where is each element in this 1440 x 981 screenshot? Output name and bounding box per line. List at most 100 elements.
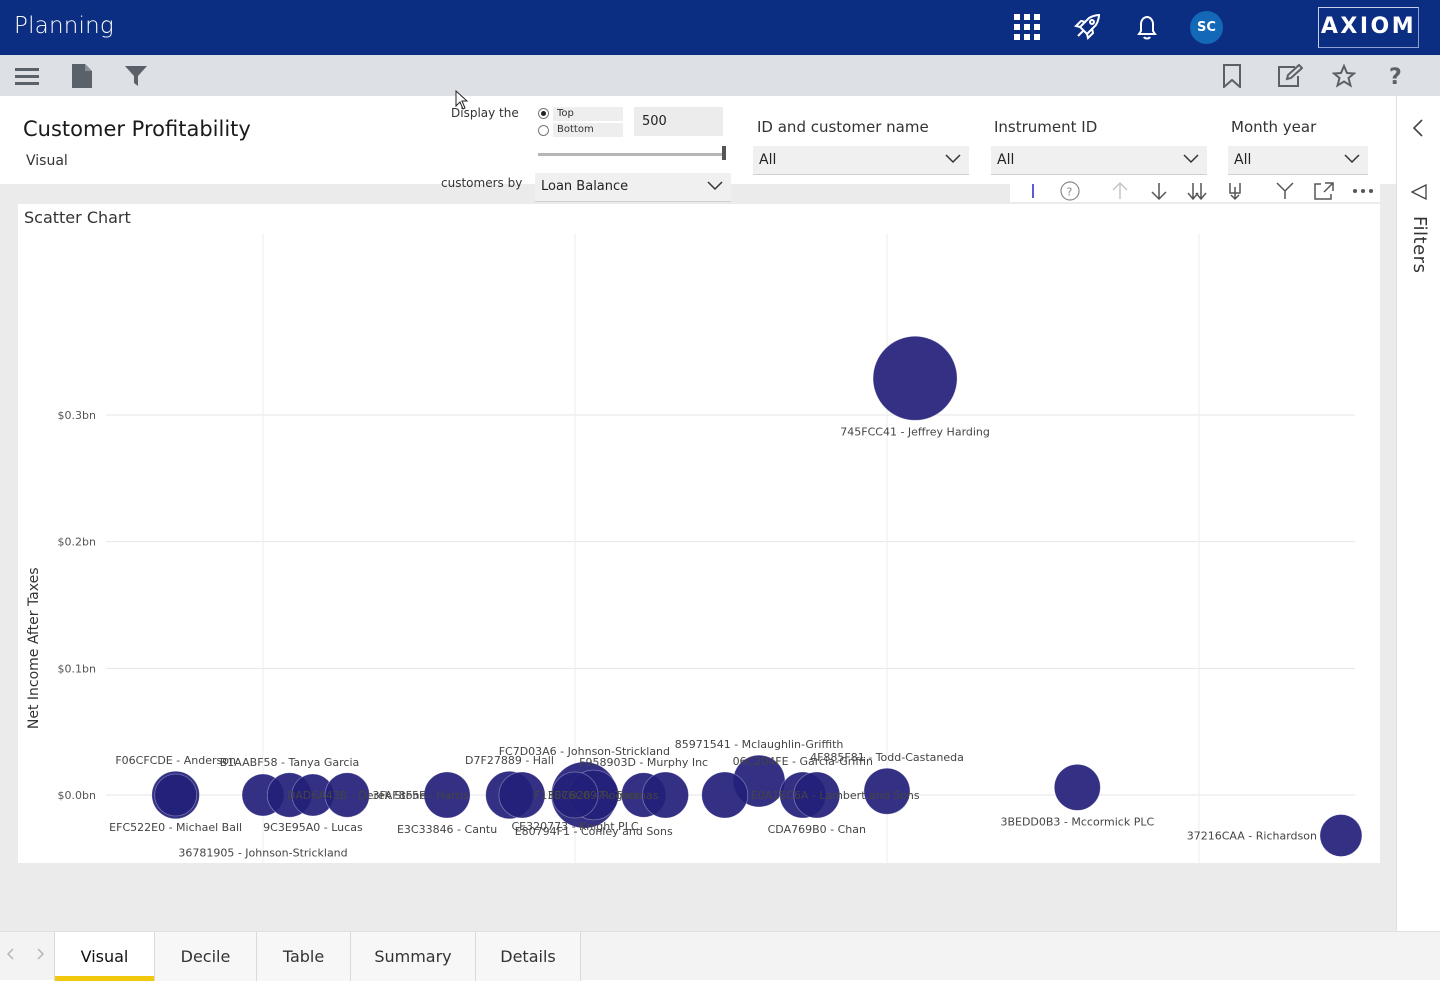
chevron-down-icon bbox=[1183, 152, 1199, 168]
slicer-customer-dropdown[interactable]: All bbox=[753, 146, 969, 175]
tab-prev-icon[interactable] bbox=[6, 948, 15, 963]
axiom-logo: AXIOM bbox=[1318, 7, 1419, 48]
report-canvas: Customer Profitability Visual Display th… bbox=[0, 96, 1396, 931]
filter-icon[interactable] bbox=[123, 63, 149, 89]
collapse-chevron-icon[interactable] bbox=[1411, 118, 1425, 142]
data-label: 85971541 - Mclaughlin-Griffith bbox=[675, 738, 844, 751]
top-n-slider-track[interactable] bbox=[538, 153, 726, 156]
scatter-point[interactable] bbox=[1319, 814, 1363, 857]
data-label: E3C33846 - Cantu bbox=[397, 823, 497, 836]
top-n-input[interactable] bbox=[634, 107, 723, 136]
page-subtitle: Visual bbox=[26, 153, 68, 169]
slicer-instrument-value: All bbox=[997, 152, 1015, 168]
filter-funnel-icon bbox=[1410, 183, 1427, 204]
customers-by-label: customers by bbox=[441, 176, 523, 190]
page-title: Customer Profitability bbox=[23, 117, 251, 141]
measure-dropdown[interactable]: Loan Balance bbox=[535, 173, 731, 202]
slicer-title-month: Month year bbox=[1231, 118, 1317, 136]
scatter-point[interactable] bbox=[872, 335, 958, 421]
bell-icon[interactable] bbox=[1130, 10, 1164, 44]
tab-details[interactable]: Details bbox=[476, 932, 581, 981]
visual-filter-icon[interactable] bbox=[1274, 180, 1296, 202]
tab-table[interactable]: Table bbox=[257, 932, 351, 981]
top-app-bar: Planning SC AXIOM bbox=[0, 0, 1440, 55]
slicer-month-value: All bbox=[1234, 152, 1252, 168]
apps-grid-icon[interactable] bbox=[1010, 10, 1044, 44]
slicer-instrument-dropdown[interactable]: All bbox=[991, 146, 1207, 175]
radio-bottom-label: Bottom bbox=[553, 123, 623, 137]
tab-decile[interactable]: Decile bbox=[155, 932, 257, 981]
data-label: 9C3E95A0 - Lucas bbox=[263, 821, 363, 834]
data-label: F958903D - Murphy Inc bbox=[579, 756, 708, 769]
chart-title: Scatter Chart bbox=[24, 208, 131, 227]
data-label: CE320773 - Knight PLC bbox=[511, 820, 638, 833]
user-avatar[interactable]: SC bbox=[1190, 11, 1223, 44]
scatter-point[interactable] bbox=[551, 771, 599, 819]
data-label: 4F885F81 - Todd-Castaneda bbox=[810, 751, 964, 764]
bookmark-icon[interactable] bbox=[1219, 63, 1245, 89]
radio-bottom[interactable] bbox=[538, 125, 549, 136]
data-label: FC7D03A6 - Johnson-Strickland bbox=[499, 745, 670, 758]
scatter-point[interactable] bbox=[642, 771, 689, 819]
tab-summary[interactable]: Summary bbox=[351, 932, 476, 981]
data-label: 745FCC41 - Jeffrey Harding bbox=[840, 425, 990, 438]
visual-header: ? bbox=[1010, 180, 1380, 202]
y-tick-label: $0.2bn bbox=[58, 536, 96, 549]
y-axis-title: Net Income After Taxes bbox=[26, 568, 42, 730]
data-label: CDA769B0 - Chan bbox=[768, 823, 866, 836]
tab-visual[interactable]: Visual bbox=[54, 932, 155, 981]
mouse-cursor-icon bbox=[455, 89, 469, 114]
scatter-point[interactable] bbox=[701, 771, 749, 819]
radio-top-label: Top bbox=[553, 107, 623, 121]
document-icon[interactable] bbox=[69, 63, 95, 89]
data-label: E80794F1 - Conley and Sons bbox=[515, 825, 673, 838]
radio-top[interactable] bbox=[538, 108, 549, 119]
page-tab-bar: Visual Decile Table Summary Details bbox=[0, 931, 1440, 981]
slicer-month-dropdown[interactable]: All bbox=[1228, 146, 1368, 175]
scatter-point[interactable] bbox=[154, 773, 198, 817]
y-tick-label: $0.1bn bbox=[58, 662, 96, 675]
help-icon[interactable]: ? bbox=[1383, 63, 1409, 89]
data-label: F06CFCDE - Anderson bbox=[115, 754, 236, 767]
star-icon[interactable] bbox=[1331, 63, 1357, 89]
rocket-icon[interactable] bbox=[1070, 10, 1104, 44]
divider-icon bbox=[1022, 180, 1044, 202]
chevron-down-icon bbox=[707, 179, 723, 195]
drill-down-icon[interactable] bbox=[1148, 180, 1170, 202]
chevron-down-icon bbox=[945, 152, 961, 168]
edit-icon[interactable] bbox=[1277, 63, 1303, 89]
scatter-point[interactable] bbox=[324, 772, 370, 818]
scatter-chart-visual[interactable]: Scatter Chart $0.3bn$0.2bn$0.1bn$0.0bn($… bbox=[18, 204, 1380, 863]
chevron-down-icon bbox=[1344, 152, 1360, 168]
focus-mode-icon[interactable] bbox=[1313, 180, 1335, 202]
report-header: Customer Profitability Visual Display th… bbox=[0, 96, 1396, 184]
help-circle-icon[interactable]: ? bbox=[1059, 180, 1081, 202]
data-label: 3FAF8F5F - Harris bbox=[372, 789, 469, 802]
drill-up-icon[interactable] bbox=[1109, 180, 1131, 202]
expand-hierarchy-icon[interactable] bbox=[1224, 180, 1246, 202]
svg-text:?: ? bbox=[1389, 65, 1402, 88]
next-level-icon[interactable] bbox=[1186, 180, 1208, 202]
data-label: 3BEDD0B3 - Mccormick PLC bbox=[1000, 815, 1154, 828]
report-toolbar: ? bbox=[0, 55, 1440, 96]
scatter-point[interactable] bbox=[863, 767, 911, 815]
data-label: F130CB26 - Rogers bbox=[534, 789, 640, 802]
data-label: B1AABF58 - Tanya Garcia bbox=[220, 756, 359, 769]
slicer-customer-value: All bbox=[759, 152, 777, 168]
scatter-point[interactable] bbox=[793, 771, 841, 819]
data-label: 06C204FE - Garcia-Griffin bbox=[733, 755, 873, 768]
filters-pane[interactable]: Filters bbox=[1396, 96, 1440, 931]
data-label: D7F27889 - Hall bbox=[465, 754, 554, 767]
slicer-title-instrument: Instrument ID bbox=[994, 118, 1098, 136]
y-tick-label: $0.0bn bbox=[58, 789, 96, 802]
scatter-point[interactable] bbox=[498, 771, 546, 819]
scatter-point[interactable] bbox=[423, 771, 471, 819]
data-label: E0A1EC6A - Lambert and Sons bbox=[751, 789, 920, 802]
tab-next-icon[interactable] bbox=[36, 948, 45, 963]
scatter-point[interactable] bbox=[1053, 763, 1101, 811]
y-tick-label: $0.3bn bbox=[58, 409, 96, 422]
hamburger-menu-icon[interactable] bbox=[14, 63, 40, 89]
more-options-icon[interactable] bbox=[1352, 180, 1374, 202]
top-n-slider-handle[interactable] bbox=[722, 146, 726, 160]
app-title: Planning bbox=[14, 13, 114, 39]
